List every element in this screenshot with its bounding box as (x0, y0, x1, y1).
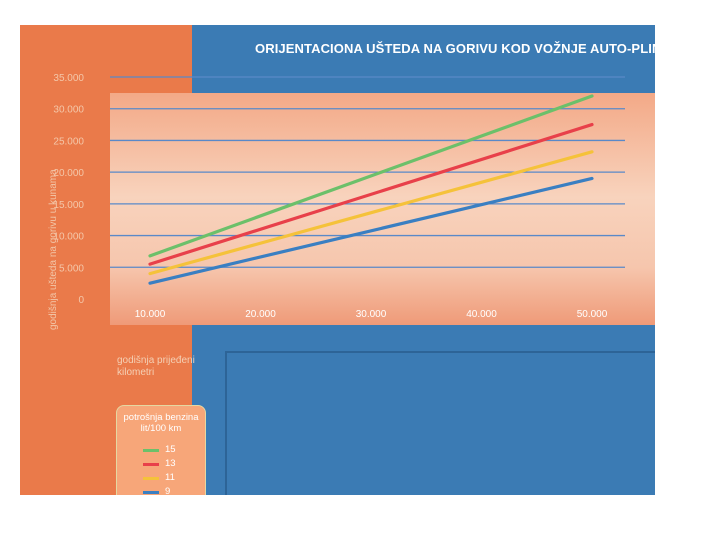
legend-item: 11 (143, 472, 203, 484)
chart-title: ORIJENTACIONA UŠTEDA NA GORIVU KOD VOŽNJ… (255, 41, 655, 56)
chart-figure: ORIJENTACIONA UŠTEDA NA GORIVU KOD VOŽNJ… (20, 25, 655, 495)
y-tick-label: 15.000 (53, 200, 84, 211)
y-tick-label: 35.000 (53, 73, 84, 84)
series-line-15 (148, 94, 594, 258)
y-tick-label: 20.000 (53, 168, 84, 179)
y-tick-label: 5.000 (59, 263, 84, 274)
legend-label: 13 (165, 458, 176, 469)
legend-label: 9 (165, 486, 171, 495)
x-axis-label: godišnja prijeđeni kilometri (117, 355, 195, 378)
legend-label: 11 (165, 472, 175, 483)
legend-swatch (143, 477, 159, 480)
series-line-13 (148, 122, 594, 266)
x-tick-label: 50.000 (577, 309, 608, 320)
x-tick-label: 30.000 (356, 309, 387, 320)
lower-blue-box (225, 351, 655, 495)
y-tick-label: 10.000 (53, 232, 84, 243)
y-tick-label: 25.000 (53, 136, 84, 147)
x-tick-label: 40.000 (466, 309, 497, 320)
y-tick-label: 30.000 (53, 105, 84, 116)
legend-item: 13 (143, 458, 203, 470)
legend-item: 9 (143, 486, 203, 495)
legend-label: 15 (165, 444, 176, 455)
legend-swatch (143, 491, 159, 494)
legend: potrošnja benzina lit/100 km 15 13 11 9 (116, 405, 206, 495)
legend-swatch (143, 463, 159, 466)
chart-svg: 0 5.000 10.000 15.000 20.000 25.000 30.000 35.0… (53, 73, 625, 320)
series-line-11 (148, 150, 594, 276)
legend-swatch (143, 449, 159, 452)
x-tick-label: 10.000 (135, 309, 166, 320)
series-line-9 (148, 176, 594, 285)
legend-title: potrošnja benzina lit/100 km (123, 412, 199, 434)
legend-item: 15 (143, 444, 203, 456)
y-tick-label: 0 (78, 295, 84, 306)
x-tick-label: 20.000 (245, 309, 276, 320)
